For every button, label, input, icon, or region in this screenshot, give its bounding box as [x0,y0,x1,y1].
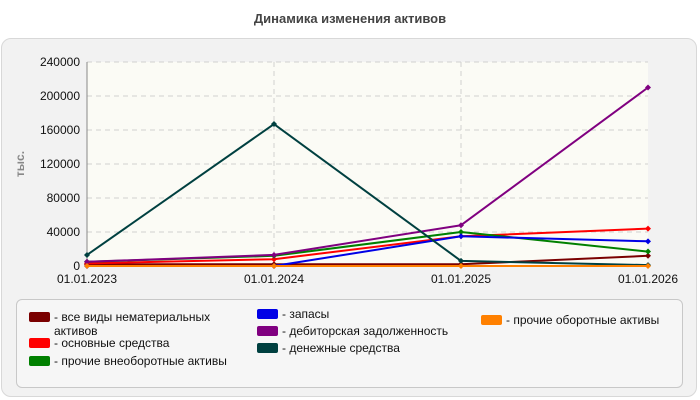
data-point [458,233,464,240]
data-point [271,263,277,269]
series-line-4 [86,86,649,263]
legend-swatch [29,338,50,348]
data-point [271,121,277,128]
data-point [645,248,651,255]
legend-label: - основные средства [54,336,170,350]
data-point [84,251,90,258]
data-point [84,263,90,269]
y-tick-label: 0 [73,259,80,273]
legend-label: - денежные средства [282,341,400,355]
y-tick-label: 80000 [47,191,81,205]
y-tick-label: 120000 [40,157,80,171]
data-point [458,222,464,229]
legend-swatch [257,309,278,319]
data-point [271,256,277,263]
y-tick-label: 40000 [47,225,81,239]
data-point [271,251,277,258]
chart-title: Динамика изменения активов [253,11,447,26]
legend-label: - прочие оборотные активы [506,313,660,327]
x-tick-label: 01.01.2026 [618,272,678,286]
legend-label: - запасы [282,307,330,321]
legend-label: - все виды нематериальных активов [54,310,211,338]
series-line-0 [87,254,649,266]
data-point [645,263,651,269]
data-point [458,257,464,264]
data-point [645,252,651,259]
x-tick-label: 01.01.2023 [57,272,117,286]
legend-label: - прочие внеоборотные активы [54,354,227,368]
data-point [458,263,464,269]
data-point [84,258,90,265]
series-line-5 [86,123,649,267]
data-point [458,229,464,235]
x-tick-label: 01.01.2025 [431,272,491,286]
data-point [645,84,651,91]
legend-swatch [29,312,50,322]
y-axis-title: тыс. [13,151,27,177]
series-line-1 [86,227,649,265]
data-point [645,238,651,245]
legend-swatch [257,343,278,353]
y-tick-label: 240000 [40,55,80,69]
legend-swatch [257,326,278,336]
legend-label: - дебиторская задолженность [282,324,449,338]
legend: - все виды нематериальных активов - осно… [16,299,683,388]
legend-swatch [481,315,502,325]
data-point [645,225,651,232]
y-tick-label: 160000 [40,123,80,137]
x-tick-label: 01.01.2024 [244,272,304,286]
y-tick-label: 200000 [40,89,80,103]
legend-swatch [29,356,50,366]
